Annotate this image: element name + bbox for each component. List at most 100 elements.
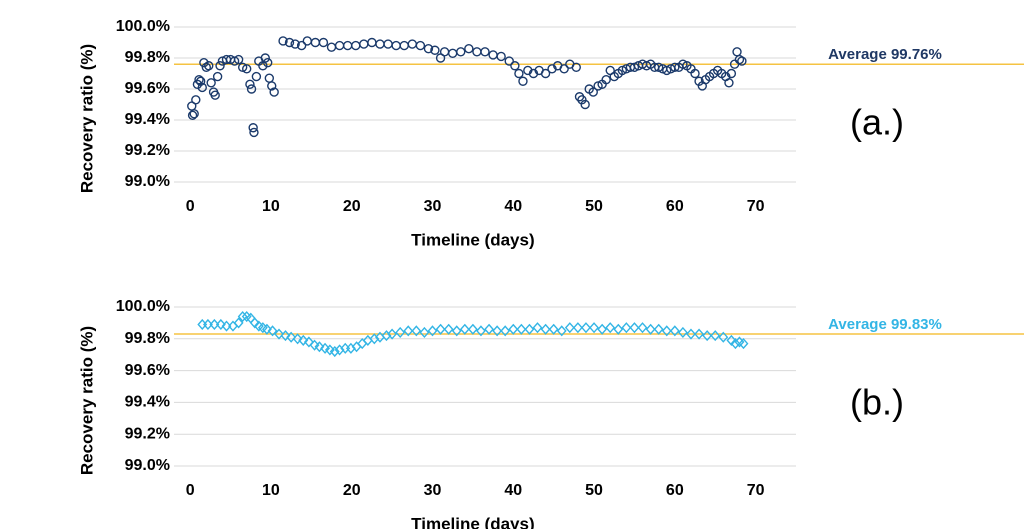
data-point [577,95,587,105]
data-point [395,326,406,338]
data-point [605,322,616,334]
data-point [264,73,275,83]
data-point [476,325,486,337]
data-point [702,330,713,342]
data-point [359,39,369,49]
data-point [329,345,340,358]
data-point [621,322,632,334]
data-point [456,47,466,57]
data-point [435,323,446,335]
data-point [206,78,216,88]
data-point [580,99,590,110]
y-tick-label: 99.2% [125,142,170,159]
data-point [245,79,255,90]
data-point [298,334,309,346]
x-tick-label: 70 [747,198,765,215]
data-point [199,57,209,68]
data-point [194,74,204,85]
x-tick-label: 50 [585,482,603,499]
x-axis-title: Timeline (days) [411,230,534,249]
y-tick-label: 99.4% [125,111,170,128]
y-tick-label: 99.4% [125,394,170,411]
data-point [629,62,640,73]
data-point [237,62,248,73]
data-point [669,325,680,337]
data-point [572,322,583,334]
data-point [737,56,747,66]
data-point [645,323,656,335]
data-point [201,62,212,73]
data-point [738,338,749,350]
y-axis-title: Recovery ratio (%) [77,44,96,193]
data-point [342,40,353,51]
data-point [411,325,422,337]
data-point [613,323,624,335]
data-point [284,37,295,48]
data-point [290,39,300,49]
x-tick-label: 50 [585,198,603,215]
data-point [257,322,268,334]
data-point [191,95,201,105]
data-point [399,40,409,51]
data-point [492,325,503,337]
data-point [237,310,248,323]
y-tick-label: 99.6% [125,362,170,379]
data-point [221,320,232,332]
y-tick-label: 100.0% [116,18,170,35]
x-tick-label: 40 [504,198,522,215]
data-point [451,325,462,337]
data-point [383,39,393,49]
data-point [280,330,291,342]
data-point [286,331,297,343]
data-point [559,64,569,74]
data-point [367,37,377,48]
data-point [310,37,321,48]
data-point [724,78,734,88]
data-point [302,36,312,46]
data-point [292,333,303,345]
data-point [601,74,611,85]
data-point [500,325,511,337]
data-point [334,40,345,51]
data-point [249,317,260,329]
data-point [274,328,284,340]
data-point [263,57,273,68]
data-point [326,42,337,52]
data-point [430,45,440,55]
data-point [467,323,478,335]
data-point [189,109,199,119]
data-point [508,323,519,335]
data-point [653,323,664,335]
data-point [204,61,214,71]
data-point [245,312,256,324]
y-tick-label: 99.2% [125,425,170,442]
average-label: Average 99.83% [828,316,942,333]
data-point [296,40,307,51]
data-point [581,322,591,334]
data-point [718,331,729,343]
data-point [653,62,664,73]
data-point [677,326,688,338]
data-point [202,318,213,331]
data-point [447,48,458,59]
data-point [415,40,426,51]
data-point [532,322,543,334]
data-point [387,328,398,340]
data-point [662,65,672,76]
y-tick-label: 99.8% [125,330,170,347]
data-point [197,318,208,331]
data-point [391,40,401,51]
data-point [670,62,680,73]
data-point [637,322,648,334]
data-point [403,325,414,337]
panel-label: (a.) [850,102,904,143]
data-point [423,44,434,54]
data-point [730,338,741,350]
data-point [439,47,450,57]
y-tick-label: 99.6% [125,80,170,97]
x-tick-label: 20 [343,198,361,215]
data-point [518,76,528,86]
x-tick-label: 10 [262,482,280,499]
x-tick-label: 0 [186,482,195,499]
data-point [215,61,225,71]
